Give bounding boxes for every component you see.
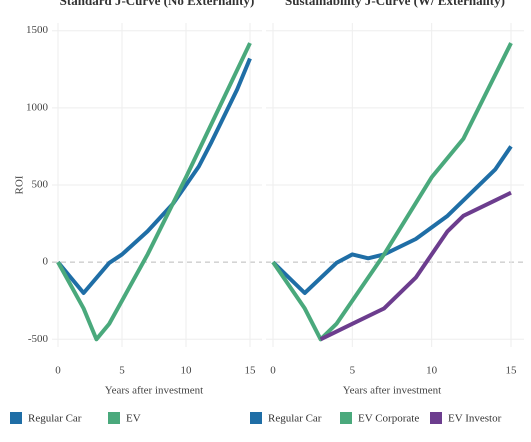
y-tick-label: 1500 bbox=[26, 24, 49, 36]
y-tick-label: 0 bbox=[43, 256, 49, 268]
legend-label: EV bbox=[126, 413, 141, 425]
legend-swatch bbox=[430, 412, 442, 424]
series-line bbox=[271, 145, 513, 295]
x-tick-label: 10 bbox=[426, 365, 438, 377]
x-tick-label: 0 bbox=[55, 365, 61, 377]
chart-title: Standard J-Curve (No Externality) bbox=[60, 0, 255, 8]
legend-label: EV Corporate bbox=[358, 413, 419, 425]
legend-swatch bbox=[250, 412, 262, 424]
x-tick-label: 5 bbox=[350, 365, 356, 377]
legend-label: Regular Car bbox=[28, 413, 82, 425]
series-line bbox=[56, 42, 252, 342]
x-tick-label: 5 bbox=[119, 365, 125, 377]
legend-swatch bbox=[10, 412, 22, 424]
x-axis-label: Years after investment bbox=[343, 385, 441, 397]
legend-swatch bbox=[108, 412, 120, 424]
x-axis-label: Years after investment bbox=[105, 385, 203, 397]
x-tick-label: 15 bbox=[506, 365, 518, 377]
x-tick-label: 15 bbox=[245, 365, 257, 377]
x-tick-label: 10 bbox=[181, 365, 193, 377]
y-axis-label: ROI bbox=[14, 175, 26, 194]
y-tick-label: 500 bbox=[32, 179, 49, 191]
x-tick-label: 0 bbox=[270, 365, 276, 377]
series-line bbox=[271, 42, 513, 342]
series-line bbox=[56, 57, 252, 295]
chart-title: Sustainability J-Curve (W/ Externality) bbox=[285, 0, 505, 8]
y-tick-label: 1000 bbox=[26, 101, 49, 113]
legend-label: Regular Car bbox=[268, 413, 322, 425]
y-tick-label: -500 bbox=[28, 333, 49, 345]
series-line bbox=[319, 190, 512, 342]
legend-label: EV Investor bbox=[448, 413, 502, 425]
legend-swatch bbox=[340, 412, 352, 424]
